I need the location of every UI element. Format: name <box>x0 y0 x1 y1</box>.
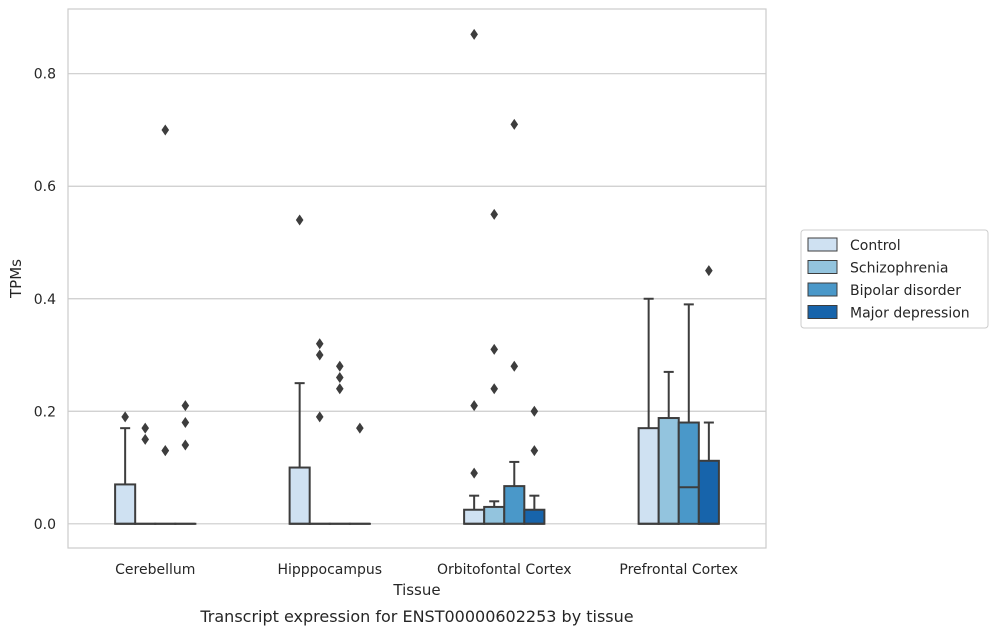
plot-frame <box>67 8 767 549</box>
outlier-point <box>510 118 519 130</box>
outlier-point <box>315 349 324 361</box>
box-1-3 <box>348 422 371 525</box>
outlier-point <box>141 422 150 434</box>
box-0-0 <box>114 411 137 525</box>
box-2-3 <box>523 405 546 525</box>
legend-swatch <box>807 237 838 252</box>
box-2-0 <box>463 28 486 525</box>
outlier-point <box>470 467 478 479</box>
box-1-2 <box>328 360 351 525</box>
box-0-2 <box>154 124 177 525</box>
outlier-point <box>141 433 150 445</box>
box-iqr <box>523 508 546 525</box>
x-tick-label: Prefrontal Cortex <box>619 562 738 578</box>
outlier-point <box>530 445 539 457</box>
box-1-0 <box>288 214 311 525</box>
box-iqr <box>657 417 680 525</box>
legend-frame <box>800 229 989 329</box>
outlier-point <box>161 445 170 457</box>
y-axis-ticks: 0.0 0.2 0.4 0.6 0.8 <box>34 67 56 533</box>
box-0-1 <box>134 422 157 525</box>
x-tick-label: Orbitofontal Cortex <box>437 562 572 578</box>
box-3-3 <box>697 265 720 525</box>
box-iqr <box>637 427 660 525</box>
outlier-point <box>490 383 499 395</box>
y-tick-label: 0.0 <box>34 517 56 533</box>
outlier-point <box>315 338 324 350</box>
legend-swatch <box>807 282 838 297</box>
outlier-point <box>705 265 713 277</box>
box-3-0 <box>637 297 660 525</box>
outlier-point <box>121 411 129 423</box>
outlier-point <box>335 360 344 372</box>
legend-label: Bipolar disorder <box>850 283 961 299</box>
box-iqr <box>288 466 311 525</box>
legend: Control Schizophrenia Bipolar disorder Majo… <box>800 229 989 329</box>
box-3-1 <box>657 370 680 525</box>
legend-label: Control <box>850 238 901 254</box>
box-iqr <box>114 483 137 525</box>
x-tick-label: Hipppocampus <box>277 562 382 578</box>
outlier-point <box>315 411 324 423</box>
box-iqr <box>677 421 700 525</box>
box-iqr <box>483 505 506 525</box>
x-tick-label: Cerebellum <box>115 562 195 578</box>
box-iqr <box>503 485 526 525</box>
chart-caption: Transcript expression for ENST0000060225… <box>199 607 633 626</box>
y-axis-label: TPMs <box>7 259 25 299</box>
outlier-point <box>490 208 499 220</box>
outlier-point <box>510 360 519 372</box>
outlier-point <box>470 28 478 40</box>
y-tick-label: 0.8 <box>34 67 56 83</box>
outlier-point <box>295 214 304 226</box>
box-iqr <box>697 459 720 525</box>
y-tick-label: 0.2 <box>34 404 56 420</box>
y-tick-label: 0.6 <box>34 179 56 195</box>
legend-label: Major depression <box>850 306 970 322</box>
box-0-3 <box>174 400 197 525</box>
legend-swatch <box>807 305 838 319</box>
x-axis-ticks: Cerebellum Hipppocampus Orbitofontal Corte… <box>115 562 738 578</box>
box-2-1 <box>483 208 506 525</box>
outlier-point <box>335 383 344 395</box>
outlier-point <box>470 400 478 412</box>
outlier-point <box>335 372 344 384</box>
outlier-point <box>356 422 364 434</box>
box-3-2 <box>677 303 700 525</box>
outlier-point <box>161 124 170 136</box>
legend-label: Schizophrenia <box>850 261 948 277</box>
box-series <box>114 28 720 525</box>
x-axis-label: Tissue <box>392 581 440 599</box>
outlier-point <box>530 405 539 417</box>
box-1-1 <box>308 338 331 525</box>
box-iqr <box>463 508 486 525</box>
outlier-point <box>181 417 190 429</box>
outlier-point <box>181 400 190 412</box>
y-tick-label: 0.4 <box>34 292 56 308</box>
outlier-point <box>181 439 190 451</box>
legend-swatch <box>807 260 838 274</box>
box-2-2 <box>503 118 526 525</box>
outlier-point <box>490 343 499 355</box>
